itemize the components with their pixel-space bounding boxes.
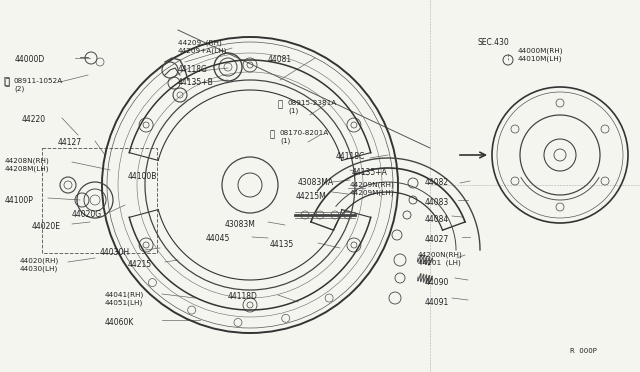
Text: ⓝ: ⓝ bbox=[5, 78, 10, 87]
Text: 44100P: 44100P bbox=[5, 196, 34, 205]
Text: 44060K: 44060K bbox=[105, 318, 134, 327]
Text: ⓝ: ⓝ bbox=[4, 75, 10, 85]
Text: 44118D: 44118D bbox=[228, 292, 258, 301]
Text: 08915-2381A
(1): 08915-2381A (1) bbox=[288, 100, 337, 113]
Text: 44000D: 44000D bbox=[15, 55, 45, 64]
Text: 44030H: 44030H bbox=[100, 248, 130, 257]
Text: 44100B: 44100B bbox=[128, 172, 157, 181]
Text: 44020(RH)
44030(LH): 44020(RH) 44030(LH) bbox=[20, 258, 60, 272]
Text: 44215M: 44215M bbox=[296, 192, 327, 201]
Text: 44020G: 44020G bbox=[72, 210, 102, 219]
Text: 44215: 44215 bbox=[128, 260, 152, 269]
Text: 44135: 44135 bbox=[270, 240, 294, 249]
Text: 44091: 44091 bbox=[425, 298, 449, 307]
Text: 43083M: 43083M bbox=[225, 220, 256, 229]
Text: 44041(RH)
44051(LH): 44041(RH) 44051(LH) bbox=[105, 292, 144, 306]
Text: Ⓑ: Ⓑ bbox=[270, 130, 275, 139]
Bar bbox=[42, 148, 157, 253]
Text: 44200N(RH)
44201  (LH): 44200N(RH) 44201 (LH) bbox=[418, 252, 463, 266]
Text: 44135+B: 44135+B bbox=[178, 78, 214, 87]
Text: 44090: 44090 bbox=[425, 278, 449, 287]
Text: SEC.430: SEC.430 bbox=[478, 38, 509, 47]
Text: R  000P: R 000P bbox=[570, 348, 597, 354]
Text: 44027: 44027 bbox=[425, 235, 449, 244]
Text: 44083: 44083 bbox=[425, 198, 449, 207]
Text: 43083MA: 43083MA bbox=[298, 178, 334, 187]
Text: 44082: 44082 bbox=[425, 178, 449, 187]
Text: 44208N(RH)
44208M(LH): 44208N(RH) 44208M(LH) bbox=[5, 158, 50, 172]
Text: 08911-1052A
(2): 08911-1052A (2) bbox=[14, 78, 63, 92]
Text: 44020E: 44020E bbox=[32, 222, 61, 231]
Text: 44135+A: 44135+A bbox=[352, 168, 388, 177]
Text: Ⓠ: Ⓠ bbox=[278, 100, 283, 109]
Text: 44209N(RH)
44209M(LH): 44209N(RH) 44209M(LH) bbox=[350, 182, 395, 196]
Text: 44220: 44220 bbox=[22, 115, 46, 124]
Text: 44118G: 44118G bbox=[178, 65, 208, 74]
Text: 44081: 44081 bbox=[268, 55, 292, 64]
Text: 44209  (RH)
44209+A(LH): 44209 (RH) 44209+A(LH) bbox=[178, 40, 227, 54]
Text: 08170-8201A
(1): 08170-8201A (1) bbox=[280, 130, 329, 144]
Text: 44127: 44127 bbox=[58, 138, 82, 147]
Text: 44084: 44084 bbox=[425, 215, 449, 224]
Text: 44118C: 44118C bbox=[336, 152, 365, 161]
Text: 44000M(RH)
44010M(LH): 44000M(RH) 44010M(LH) bbox=[518, 48, 563, 62]
Text: 44045: 44045 bbox=[206, 234, 230, 243]
